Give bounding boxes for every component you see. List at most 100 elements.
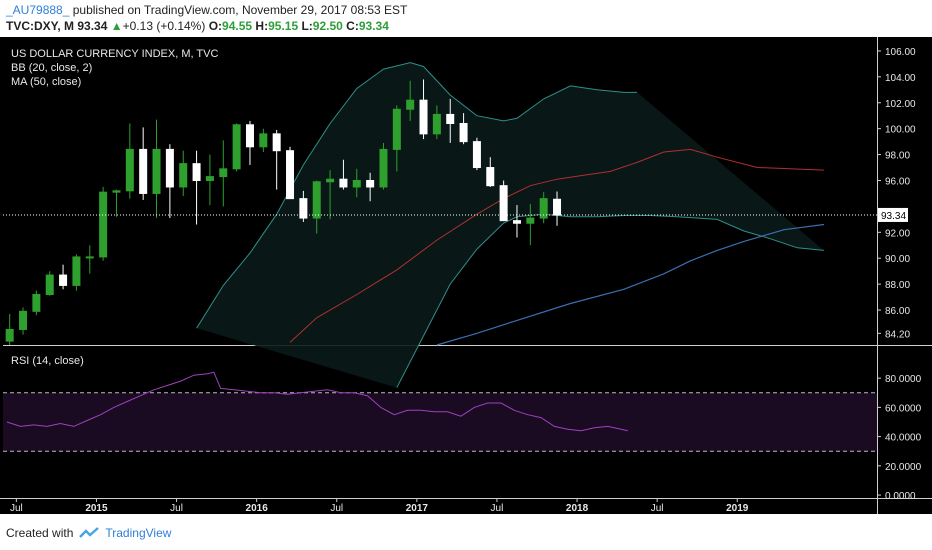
candle-body [526,217,535,224]
candle-body [32,293,41,312]
rsi-line [6,371,628,432]
bb-basis-line [289,148,825,343]
price-change: +0.13 (+0.14%) [122,19,206,33]
last-price-badge-label: 93.34 [881,211,906,222]
chart-canvas[interactable]: 93.34 84.20 86.00 88.00 90.00 92.00 96.00 98.00… [0,37,932,515]
candle-body [379,148,388,188]
candle-body [299,198,308,219]
time-tick-label: Jul [651,503,664,514]
rsi-legend: RSI (14, close) [11,355,84,367]
candle-body [5,328,14,342]
close-value: 93.34 [358,19,389,33]
created-with-label: Created with [6,526,74,540]
rsi-tick-label: 20.0000 [885,462,922,473]
price-tick-label: 102.00 [885,99,916,110]
candle-body [112,190,121,193]
candle-body [366,179,375,188]
candle-body [259,133,268,148]
candle-body [232,124,241,170]
candle-body [72,256,81,286]
candle-body [392,108,401,150]
time-tick-label: 2016 [246,503,269,514]
price-tick-label: 104.00 [885,73,916,84]
bb-band-fill [196,62,825,388]
candle-body [59,274,68,286]
author-link[interactable]: _AU79888_ [6,3,70,17]
bb-upper-line [196,62,638,329]
time-tick-label: 2018 [566,503,589,514]
candle-body [245,124,254,148]
candle-body [459,122,468,143]
rsi-band-fill [3,392,877,452]
close-label: C: [346,19,359,33]
quote-line: TVC:DXY, M 93.34 ▲+0.13 (+0.14%) O:94.55… [6,19,389,33]
bb-lower-line [396,213,825,388]
candle-body [179,163,188,188]
ma-legend: MA (50, close) [11,76,81,88]
time-tick-label: Jul [10,503,23,514]
bb-legend: BB (20, close, 2) [11,62,92,74]
price-tick-label: 92.00 [885,228,910,239]
published-text: published on TradingView.com, November 2… [72,3,408,17]
time-tick-label: 2019 [726,503,749,514]
candle-body [539,198,548,219]
tradingview-link[interactable]: TradingView [105,526,172,540]
rsi-tick-label: 40.0000 [885,433,922,444]
high-value: 95.15 [268,19,299,33]
candle-body [419,99,428,135]
candle-body [499,185,508,222]
low-value: 92.50 [312,19,343,33]
price-tick-label: 86.00 [885,306,910,317]
price-tick-label: 88.00 [885,280,910,291]
price-tick-label: 98.00 [885,151,910,162]
price-tick-label: 100.00 [885,125,916,136]
candle-body [286,150,295,200]
time-tick-label: 2015 [85,503,108,514]
candle-body [205,176,214,181]
candle-body [486,167,495,187]
candle-body [272,133,281,152]
rsi-tick-label: 60.0000 [885,403,922,414]
candle-body [339,178,348,188]
up-triangle-icon: ▲ [110,19,123,33]
time-tick-label: Jul [491,503,504,514]
rsi-tick-label: 80.0000 [885,374,922,385]
price-tick-label: 96.00 [885,176,910,187]
time-tick-label: Jul [330,503,343,514]
time-tick-label: 2017 [406,503,429,514]
candle-body [139,148,148,194]
open-value: 94.55 [222,19,253,33]
price-tick-label: 106.00 [885,47,916,58]
symbol-label: TVC:DXY, M [6,19,75,33]
candle-body [99,191,108,258]
publish-line: _AU79888_ published on TradingView.com, … [6,3,407,17]
candle-body [19,310,28,330]
open-label: O: [208,19,223,33]
candle-body [512,220,521,224]
candle-body [406,99,415,110]
candle-body [432,113,441,135]
candle-body [326,178,335,183]
high-label: H: [255,19,269,33]
candle-body [165,148,174,188]
candle-body [45,274,54,295]
candle-body [152,148,161,194]
candle-body [446,113,455,124]
candle-body [192,163,201,181]
candle-body [219,168,228,178]
price-tick-label: 90.00 [885,254,910,265]
ma-line [436,223,825,346]
last-price: 93.34 [77,19,108,33]
candle-body [472,141,481,169]
rsi-tick-label: 0.0000 [885,491,916,502]
footer: Created with TradingView [6,526,171,540]
time-tick-label: Jul [170,503,183,514]
chart-title: US DOLLAR CURRENCY INDEX, M, TVC [11,48,218,60]
candle-body [125,148,134,192]
price-tick-label: 84.20 [885,329,910,340]
low-label: L: [301,19,313,33]
candle-body [352,179,361,188]
candle-body [85,256,94,259]
last-price-badge [878,207,908,222]
candle-body [553,198,562,216]
